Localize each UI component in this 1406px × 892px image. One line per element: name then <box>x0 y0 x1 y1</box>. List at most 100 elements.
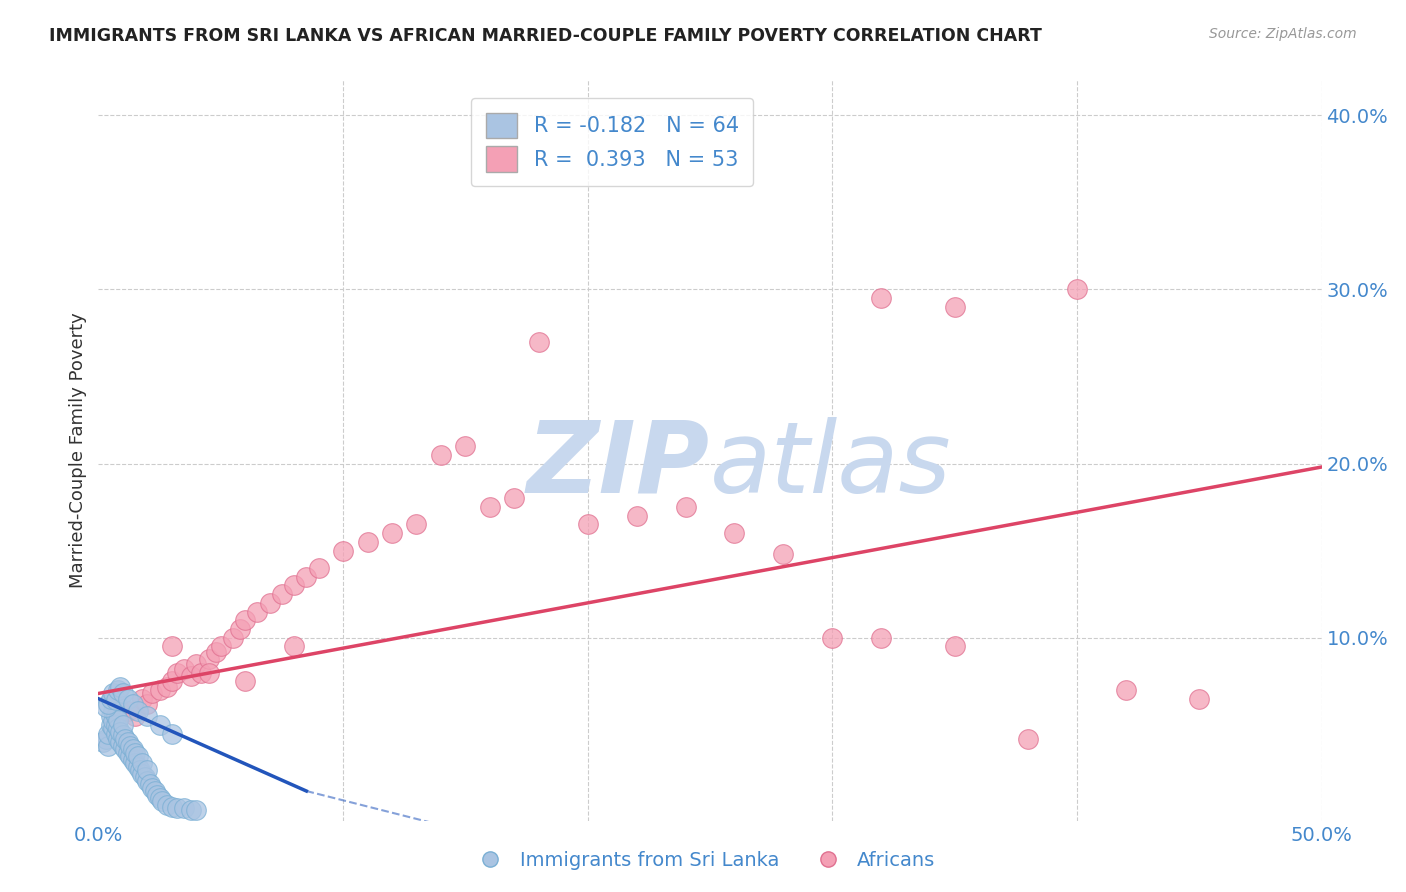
Point <box>107 683 129 698</box>
Y-axis label: Married-Couple Family Poverty: Married-Couple Family Poverty <box>69 312 87 589</box>
Point <box>110 735 132 749</box>
Point <box>160 640 183 654</box>
Point <box>139 777 162 791</box>
Point <box>166 801 188 815</box>
Point <box>127 704 149 718</box>
Point <box>101 704 124 718</box>
Point <box>97 739 120 753</box>
Text: ZIP: ZIP <box>527 417 710 514</box>
Point <box>1066 282 1088 296</box>
Point <box>141 686 163 700</box>
Point <box>129 763 152 777</box>
Point <box>1188 691 1211 706</box>
Point <box>94 731 117 746</box>
Point <box>381 526 404 541</box>
Point <box>131 756 153 771</box>
Point <box>100 691 122 706</box>
Point <box>180 669 202 683</box>
Point <box>430 448 453 462</box>
Point <box>870 291 893 305</box>
Point <box>246 605 269 619</box>
Point <box>146 788 169 802</box>
Point <box>104 726 127 740</box>
Point <box>149 718 172 732</box>
Point <box>229 622 252 636</box>
Point <box>111 739 134 753</box>
Point <box>943 640 966 654</box>
Point <box>100 718 122 732</box>
Point <box>160 799 183 814</box>
Point <box>97 726 120 740</box>
Point <box>150 795 173 809</box>
Point <box>136 709 159 723</box>
Point <box>675 500 697 514</box>
Text: Source: ZipAtlas.com: Source: ZipAtlas.com <box>1209 27 1357 41</box>
Point <box>180 803 202 817</box>
Point <box>136 697 159 711</box>
Point <box>356 535 378 549</box>
Point <box>233 613 256 627</box>
Point <box>160 726 183 740</box>
Point <box>173 801 195 815</box>
Point <box>197 651 219 665</box>
Point <box>124 756 146 771</box>
Point <box>308 561 330 575</box>
Point <box>121 742 143 756</box>
Point <box>117 691 139 706</box>
Point <box>943 300 966 314</box>
Point <box>1017 731 1039 746</box>
Point <box>160 674 183 689</box>
Point <box>107 700 129 714</box>
Point <box>156 680 179 694</box>
Point <box>111 718 134 732</box>
Point <box>209 640 232 654</box>
Point <box>120 739 142 753</box>
Point <box>94 700 117 714</box>
Point <box>117 746 139 760</box>
Point <box>186 657 208 671</box>
Point <box>117 735 139 749</box>
Point <box>821 631 844 645</box>
Point <box>283 578 305 592</box>
Point <box>283 640 305 654</box>
Point <box>104 709 127 723</box>
Legend: R = -0.182   N = 64, R =  0.393   N = 53: R = -0.182 N = 64, R = 0.393 N = 53 <box>471 98 754 186</box>
Point <box>101 686 124 700</box>
Text: atlas: atlas <box>710 417 952 514</box>
Point <box>114 742 136 756</box>
Point <box>136 763 159 777</box>
Point <box>127 749 149 764</box>
Point <box>772 547 794 561</box>
Point <box>110 680 132 694</box>
Point <box>101 714 124 729</box>
Point <box>104 693 127 707</box>
Point <box>1115 683 1137 698</box>
Point <box>222 631 245 645</box>
Point <box>576 517 599 532</box>
Point <box>186 803 208 817</box>
Point <box>97 697 120 711</box>
Point <box>127 759 149 773</box>
Point <box>626 508 648 523</box>
Point <box>197 665 219 680</box>
Point <box>173 662 195 676</box>
Legend: Immigrants from Sri Lanka, Africans: Immigrants from Sri Lanka, Africans <box>463 843 943 878</box>
Point <box>117 704 139 718</box>
Point <box>136 773 159 788</box>
Point <box>454 439 477 453</box>
Point <box>270 587 294 601</box>
Point <box>114 731 136 746</box>
Point <box>131 766 153 780</box>
Point <box>107 721 129 735</box>
Point <box>166 665 188 680</box>
Point <box>141 780 163 795</box>
Point <box>295 570 318 584</box>
Point <box>121 697 143 711</box>
Point <box>134 770 156 784</box>
Point <box>259 596 281 610</box>
Point <box>124 709 146 723</box>
Point <box>100 709 122 723</box>
Point <box>503 491 526 506</box>
Point <box>156 797 179 812</box>
Point <box>149 791 172 805</box>
